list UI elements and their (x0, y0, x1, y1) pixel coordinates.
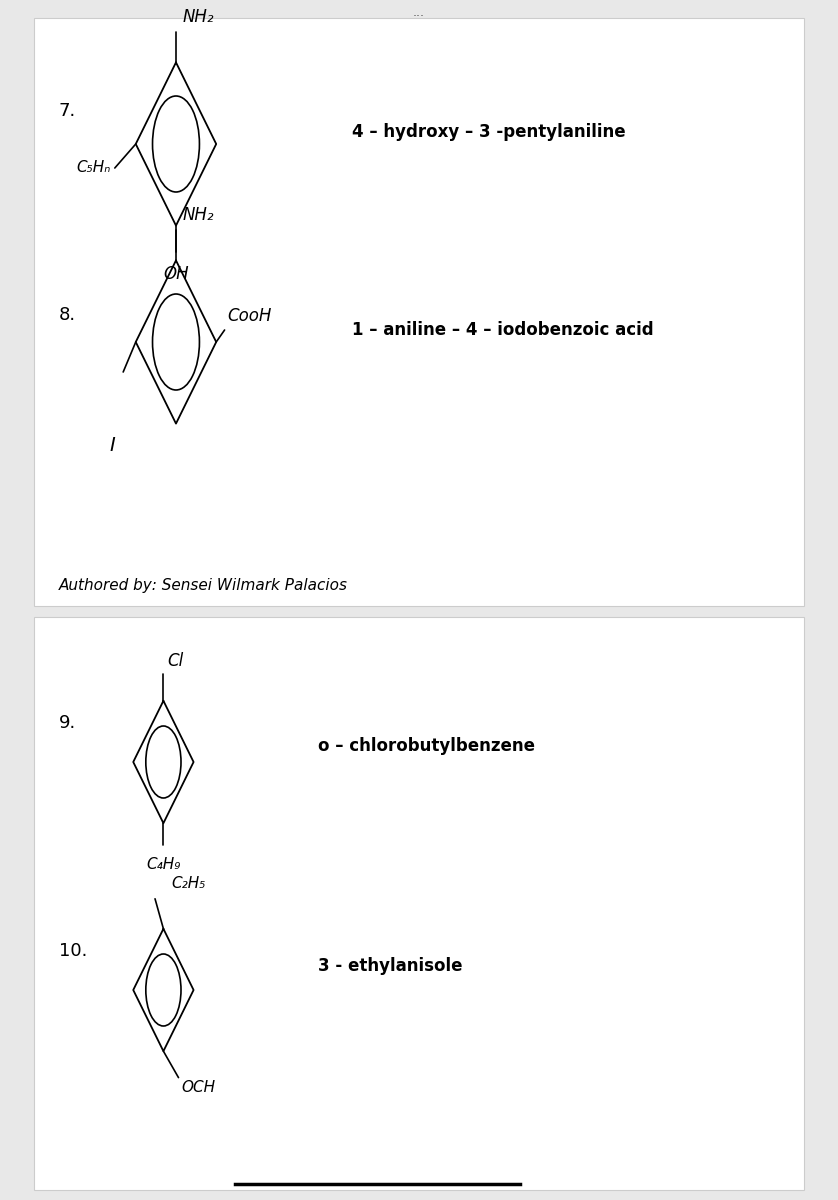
Text: OCH: OCH (182, 1080, 216, 1094)
Text: CooH: CooH (227, 306, 272, 324)
Text: 1 – aniline – 4 – iodobenzoic acid: 1 – aniline – 4 – iodobenzoic acid (352, 320, 654, 338)
Text: 4 – hydroxy – 3 -pentylaniline: 4 – hydroxy – 3 -pentylaniline (352, 122, 626, 140)
Text: C₅Hₙ: C₅Hₙ (76, 161, 111, 175)
Text: C₂H₅: C₂H₅ (172, 876, 206, 890)
Text: Cl: Cl (168, 653, 184, 670)
Text: OH: OH (163, 265, 189, 283)
Text: Authored by: Sensei Wilmark Palacios: Authored by: Sensei Wilmark Palacios (59, 578, 348, 593)
Text: o – chlorobutylbenzene: o – chlorobutylbenzene (318, 737, 535, 756)
Text: 3 - ethylanisole: 3 - ethylanisole (318, 958, 463, 974)
Text: 8.: 8. (59, 306, 75, 324)
Text: 9.: 9. (59, 714, 76, 732)
FancyBboxPatch shape (34, 617, 804, 1190)
Text: 10.: 10. (59, 942, 87, 960)
Text: C₄H₉: C₄H₉ (146, 857, 181, 871)
Text: NH₂: NH₂ (183, 7, 215, 25)
FancyBboxPatch shape (34, 18, 804, 606)
Text: ...: ... (413, 6, 425, 19)
Text: I: I (109, 436, 115, 455)
Text: NH₂: NH₂ (183, 206, 215, 223)
Text: 7.: 7. (59, 102, 76, 120)
